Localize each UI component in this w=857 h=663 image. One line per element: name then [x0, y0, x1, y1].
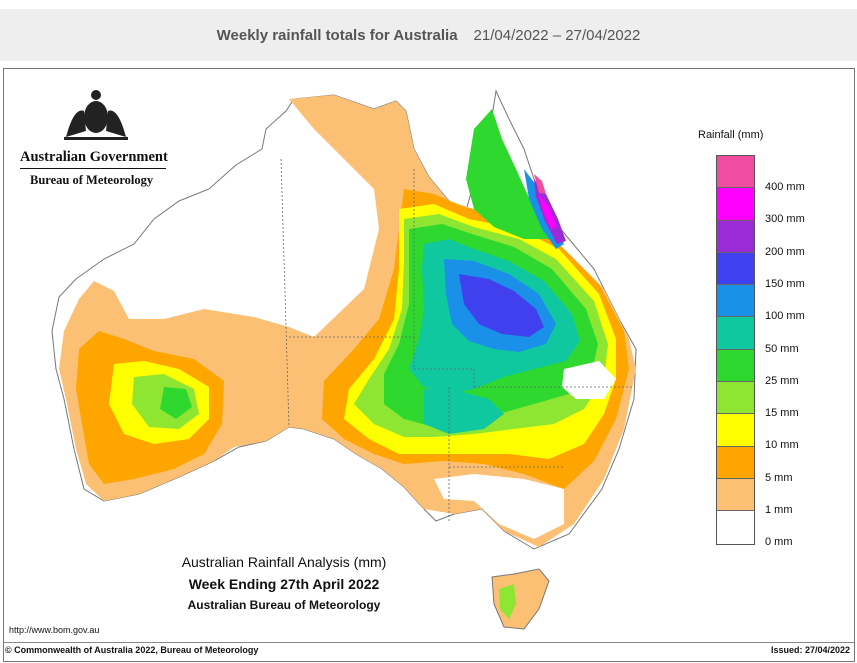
legend-swatch [717, 285, 754, 318]
legend-label: 50 mm [765, 342, 799, 355]
header-date-range: 21/04/2022 – 27/04/2022 [473, 26, 641, 44]
legend-label: 5 mm [765, 471, 793, 484]
legend-label: 200 mm [765, 245, 805, 258]
legend-swatch [717, 252, 754, 286]
legend-swatch [717, 156, 754, 189]
legend-label: 15 mm [765, 407, 799, 420]
legend-swatch [717, 220, 754, 253]
legend-swatch [717, 478, 754, 512]
legend-label: 0 mm [765, 536, 793, 549]
legend-swatch [717, 511, 754, 544]
header-title: Weekly rainfall totals for Australia [216, 26, 458, 44]
rainfall-legend [716, 155, 755, 545]
legend-label: 25 mm [765, 374, 799, 387]
rainfall-map [51, 89, 637, 630]
copyright-text: © Commonwealth of Australia 2022, Bureau… [5, 645, 259, 655]
footer-divider [4, 642, 854, 643]
legend-label: 400 mm [765, 181, 805, 193]
logo-divider [20, 168, 166, 169]
dry-patch-south [434, 474, 564, 539]
government-name: Australian Government [20, 149, 168, 165]
legend-swatch [717, 349, 754, 383]
issued-date: Issued: 27/04/2022 [770, 645, 850, 655]
rain-zone-50mm-central [424, 389, 504, 434]
rain-zone-25mm-west [160, 387, 192, 419]
legend-swatch [717, 414, 754, 447]
rain-zone-150mm [459, 274, 544, 337]
dry-patch-nsw [562, 361, 616, 399]
legend-label: 150 mm [765, 277, 805, 290]
bureau-name: Bureau of Meteorology [30, 173, 154, 187]
rain-zone-400mm [534, 174, 546, 194]
rain-zone-300mm [539, 194, 557, 229]
legend-swatch [717, 446, 754, 479]
legend-label: 300 mm [765, 213, 805, 226]
state-borders [280, 158, 632, 521]
legend-swatch [717, 188, 754, 221]
bom-url-link[interactable]: http://www.bom.gov.au [9, 625, 100, 635]
page-header: Weekly rainfall totals for Australia 21/… [0, 9, 857, 61]
rain-zone-25mm-north [466, 109, 552, 239]
legend-label: 1 mm [765, 504, 793, 516]
coat-of-arms-icon [64, 90, 128, 140]
tasmania-wet [499, 584, 516, 619]
legend-label: 10 mm [765, 439, 799, 452]
analysis-source: Australian Bureau of Meteorology [187, 598, 381, 612]
analysis-week: Week Ending 27th April 2022 [188, 576, 380, 592]
analysis-title: Australian Rainfall Analysis (mm) [181, 554, 387, 570]
legend-label: 100 mm [765, 310, 805, 323]
legend-swatch [717, 317, 754, 350]
legend-title: Rainfall (mm) [698, 129, 764, 141]
rainfall-map-panel: Australian Government Bureau of Meteorol… [3, 68, 855, 662]
legend-swatch [717, 382, 754, 415]
